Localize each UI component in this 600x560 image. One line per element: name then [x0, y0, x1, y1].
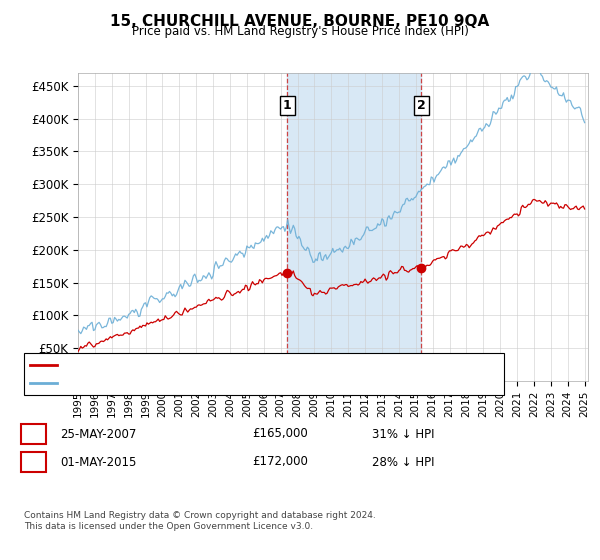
- Text: 15, CHURCHILL AVENUE, BOURNE, PE10 9QA (detached house): 15, CHURCHILL AVENUE, BOURNE, PE10 9QA (…: [63, 360, 390, 370]
- Text: Price paid vs. HM Land Registry's House Price Index (HPI): Price paid vs. HM Land Registry's House …: [131, 25, 469, 38]
- Text: £172,000: £172,000: [252, 455, 308, 469]
- Text: 25-MAY-2007: 25-MAY-2007: [60, 427, 136, 441]
- Text: 31% ↓ HPI: 31% ↓ HPI: [372, 427, 434, 441]
- Text: 28% ↓ HPI: 28% ↓ HPI: [372, 455, 434, 469]
- Text: Contains HM Land Registry data © Crown copyright and database right 2024.: Contains HM Land Registry data © Crown c…: [24, 511, 376, 520]
- Text: This data is licensed under the Open Government Licence v3.0.: This data is licensed under the Open Gov…: [24, 522, 313, 531]
- Text: HPI: Average price, detached house, South Kesteven: HPI: Average price, detached house, Sout…: [63, 378, 337, 388]
- Text: 1: 1: [283, 99, 292, 112]
- Text: £165,000: £165,000: [252, 427, 308, 441]
- Text: 2: 2: [29, 455, 38, 469]
- Text: 01-MAY-2015: 01-MAY-2015: [60, 455, 136, 469]
- Bar: [287, 73, 421, 381]
- Text: 15, CHURCHILL AVENUE, BOURNE, PE10 9QA: 15, CHURCHILL AVENUE, BOURNE, PE10 9QA: [110, 14, 490, 29]
- Text: 2: 2: [417, 99, 425, 112]
- Text: 1: 1: [29, 427, 38, 441]
